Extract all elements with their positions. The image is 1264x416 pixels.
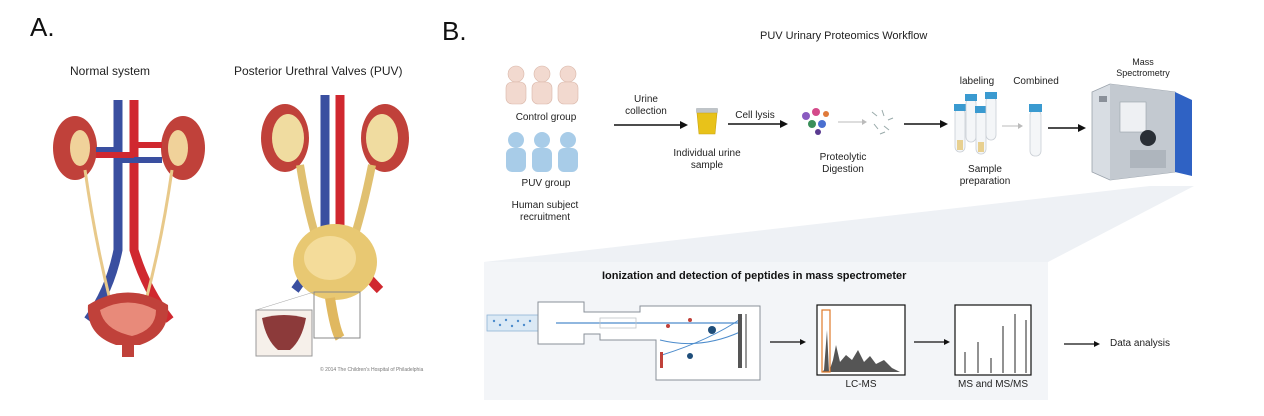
arrow-to-sample-preparation (904, 120, 948, 128)
control-group-label: Control group (515, 112, 577, 123)
mass-spec-line1: Mass (1132, 57, 1154, 67)
arrow-urine-collection (614, 121, 688, 129)
cell-lysis-label: Cell lysis (735, 110, 775, 121)
ms-spectrum (954, 304, 1032, 376)
panel-b-letter: B. (442, 16, 467, 46)
panel-a-letter: A. (30, 12, 55, 42)
ionization-schematic (486, 301, 761, 381)
mass-spectrometer-icon (1091, 83, 1192, 181)
arrow-cell-lysis (728, 120, 788, 128)
control-group-icon (505, 65, 579, 105)
puv-urinary-system-illustration (255, 95, 409, 357)
mass-spec-line2: Spectrometry (1116, 68, 1170, 78)
data-analysis-label: Data analysis (1110, 338, 1171, 349)
workflow-title: PUV Urinary Proteomics Workflow (760, 30, 928, 42)
combined-tube-icon (1029, 104, 1042, 157)
peptide-fragments-icon (871, 109, 894, 135)
ionization-title: Ionization and detection of peptides in … (602, 270, 907, 282)
puv-group-label: PUV group (521, 178, 571, 189)
normal-system-label: Normal system (70, 64, 151, 78)
lcms-chromatogram (816, 304, 906, 376)
urine-collection-line1: Urine (634, 94, 658, 105)
individual-sample-line2: sample (690, 160, 724, 171)
sample-prep-line1: Sample (968, 164, 1002, 175)
proteolytic-line2: Digestion (822, 164, 864, 175)
zoom-highlight (484, 186, 1194, 262)
puv-group-icon (506, 132, 578, 172)
msms-label: MS and MS/MS (957, 379, 1029, 390)
normal-urinary-system-illustration (53, 100, 205, 357)
proteolytic-line1: Proteolytic (819, 152, 867, 163)
urine-cup-icon (696, 108, 718, 135)
puv-label: Posterior Urethral Valves (PUV) (234, 64, 403, 78)
individual-sample-line1: Individual urine (673, 148, 741, 159)
arrow-to-mass-spectrometry (1048, 124, 1086, 132)
labeling-label: labeling (959, 76, 995, 87)
recruitment-label-line2: recruitment (519, 212, 570, 223)
sample-prep-line2: preparation (959, 176, 1011, 187)
labeled-tubes-icon (954, 92, 997, 155)
lcms-label: LC-MS (845, 379, 877, 390)
recruitment-label-line1: Human subject (511, 200, 579, 211)
protein-molecules-icon (802, 108, 829, 135)
combined-label: Combined (1013, 76, 1059, 87)
urine-collection-line2: collection (625, 106, 667, 117)
copyright-text: © 2014 The Children's Hospital of Philad… (320, 367, 424, 373)
